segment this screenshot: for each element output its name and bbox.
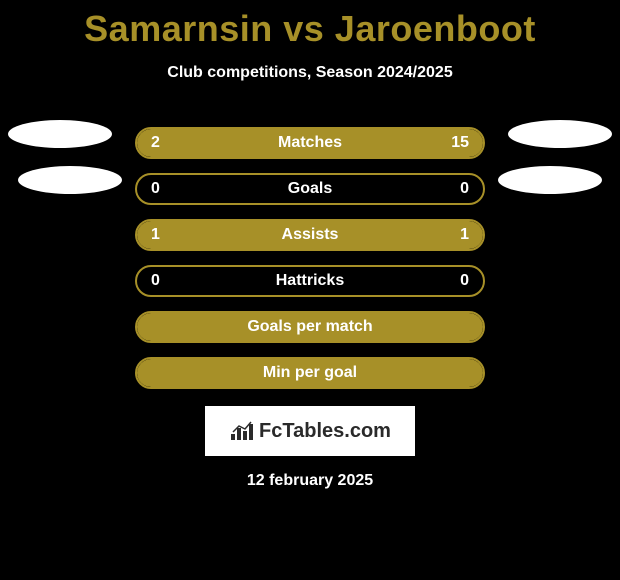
stat-label: Goals per match (137, 318, 483, 336)
comparison-subtitle: Club competitions, Season 2024/2025 (0, 64, 620, 82)
stat-row-min-per-goal: Min per goal (0, 350, 620, 396)
stats-container: 2 Matches 15 0 Goals 0 1 Assists 1 0 (0, 120, 620, 396)
stat-row-goals: 0 Goals 0 (0, 166, 620, 212)
comparison-title: Samarnsin vs Jaroenboot (0, 0, 620, 50)
stat-pill: 1 Assists 1 (135, 219, 485, 251)
stat-label: Goals (137, 180, 483, 198)
player-left-marker (18, 166, 122, 194)
stat-right-value: 0 (460, 272, 469, 290)
logo-main: Tables (282, 420, 344, 442)
stat-right-value: 15 (451, 134, 469, 152)
stat-pill: Goals per match (135, 311, 485, 343)
stat-right-value: 0 (460, 180, 469, 198)
logo-prefix: Fc (259, 420, 282, 442)
stat-label: Hattricks (137, 272, 483, 290)
bar-chart-icon (229, 420, 257, 442)
logo-text: FcTables.com (259, 420, 391, 443)
stat-row-assists: 1 Assists 1 (0, 212, 620, 258)
fctables-logo: FcTables.com (205, 406, 415, 456)
stat-pill: Min per goal (135, 357, 485, 389)
player-right-marker (508, 120, 612, 148)
stat-pill: 0 Goals 0 (135, 173, 485, 205)
logo-suffix: .com (344, 420, 391, 442)
stat-row-matches: 2 Matches 15 (0, 120, 620, 166)
stat-pill: 0 Hattricks 0 (135, 265, 485, 297)
footer-date: 12 february 2025 (0, 472, 620, 490)
stat-label: Assists (137, 226, 483, 244)
stat-row-goals-per-match: Goals per match (0, 304, 620, 350)
stat-right-value: 1 (460, 226, 469, 244)
stat-label: Matches (137, 134, 483, 152)
player-right-marker (498, 166, 602, 194)
player-left-marker (8, 120, 112, 148)
stat-row-hattricks: 0 Hattricks 0 (0, 258, 620, 304)
stat-pill: 2 Matches 15 (135, 127, 485, 159)
stat-label: Min per goal (137, 364, 483, 382)
